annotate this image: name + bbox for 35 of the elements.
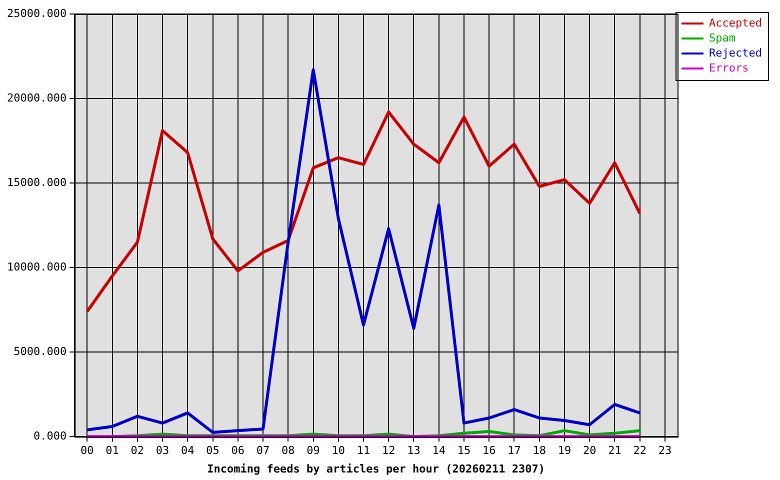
x-tick-label: 02 [130,444,144,458]
x-tick-label: 13 [407,444,420,458]
legend-label: Accepted [709,16,762,30]
legend-label: Rejected [709,46,762,60]
x-tick-label: 21 [608,444,622,458]
x-tick-label: 01 [106,444,119,458]
legend-label: Errors [709,61,749,74]
x-tick-label: 18 [532,444,546,458]
x-tick-label: 08 [282,444,295,458]
y-tick-label: 10000.000 [6,260,67,274]
x-axis-title: Incoming feeds by articles per hour (20260211 2307) [207,462,545,476]
y-tick-label: 25000.000 [6,6,67,20]
x-tick-label: 19 [558,444,572,458]
x-tick-label: 15 [457,444,471,458]
x-tick-label: 22 [633,444,646,458]
y-tick-label: 20000.000 [6,91,67,104]
x-tick-label: 04 [181,444,195,458]
x-tick-label: 16 [482,444,496,458]
y-tick-label: 15000.000 [6,176,67,189]
x-tick-label: 14 [432,444,446,458]
legend-label: Spam [709,31,736,44]
x-tick-label: 05 [206,444,220,458]
x-tick-label: 06 [231,444,245,458]
y-tick-label: 0.000 [33,429,67,442]
x-tick-label: 09 [306,444,320,458]
x-tick-label: 10 [332,444,346,458]
y-tick-label: 5000.000 [14,344,67,358]
x-tick-label: 17 [508,444,521,458]
x-tick-label: 23 [658,444,672,458]
x-tick-label: 03 [156,444,170,458]
x-tick-label: 00 [80,444,94,458]
x-tick-label: 11 [356,444,370,458]
x-tick-label: 20 [582,444,596,458]
x-tick-label: 07 [256,444,270,458]
x-tick-label: 12 [382,444,396,458]
